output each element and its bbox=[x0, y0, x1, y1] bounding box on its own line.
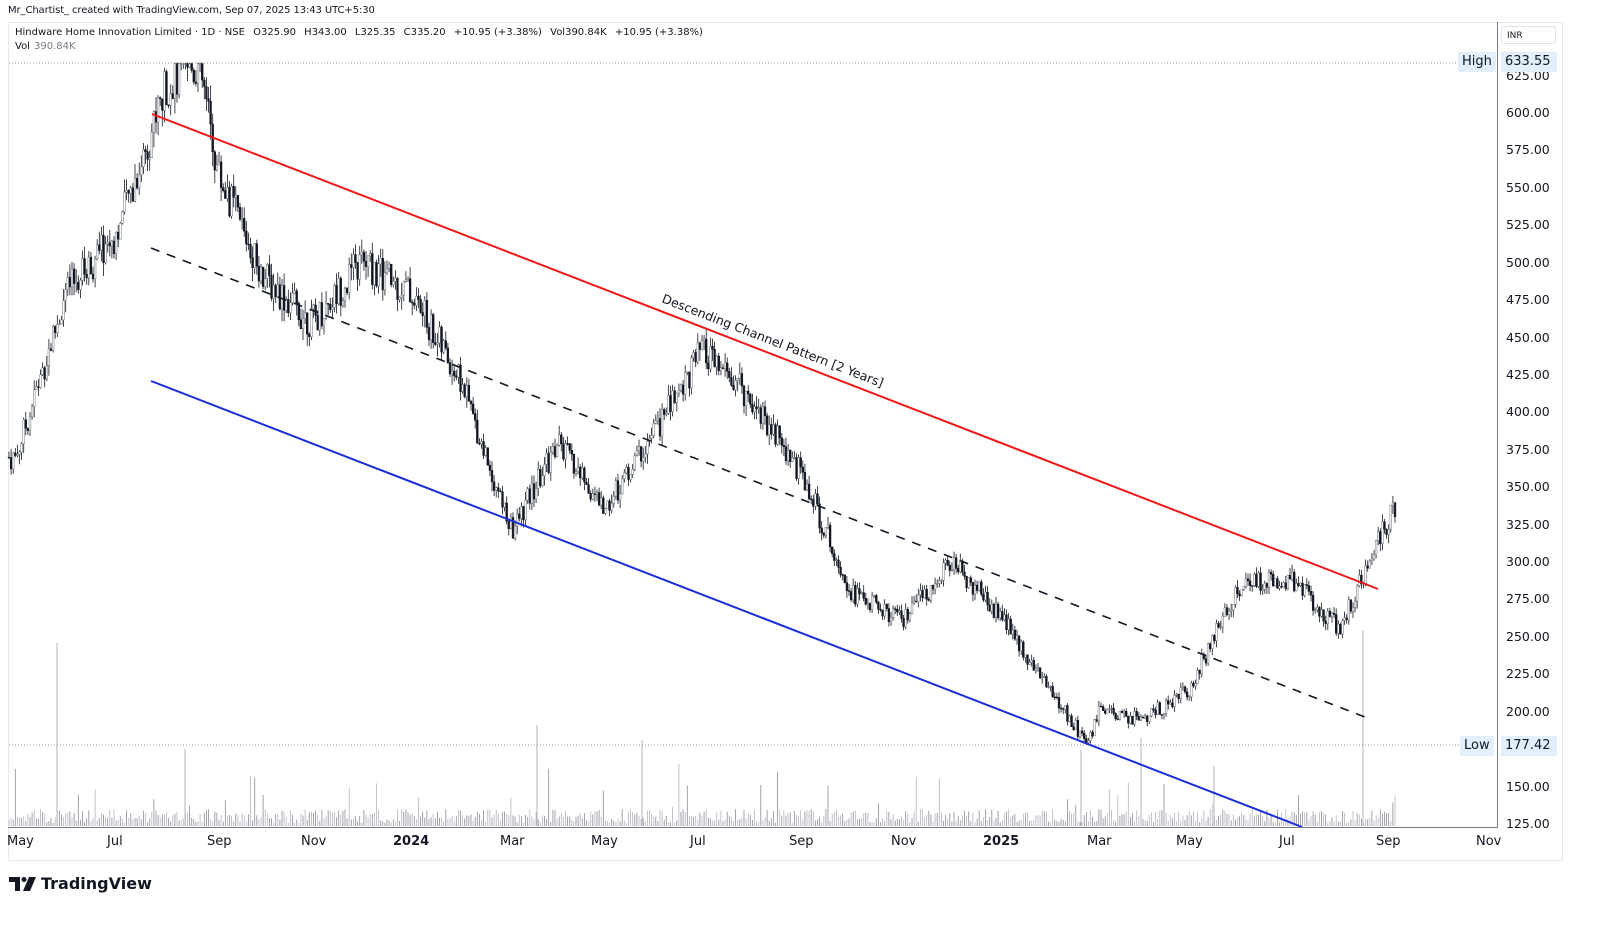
time-tick: May bbox=[1176, 834, 1203, 849]
price-tick: 325.00 bbox=[1506, 516, 1550, 532]
price-tick: 550.00 bbox=[1506, 179, 1550, 195]
tradingview-logo[interactable]: TradingView bbox=[9, 874, 152, 893]
price-tick: 475.00 bbox=[1506, 292, 1550, 308]
mid-channel-dashed-line[interactable] bbox=[150, 247, 1371, 720]
time-tick: Jul bbox=[1279, 834, 1295, 849]
price-tick: 150.00 bbox=[1506, 778, 1550, 794]
high-marker-value: 633.55 bbox=[1501, 52, 1557, 72]
currency-label[interactable]: INR bbox=[1501, 26, 1556, 44]
tradingview-logo-text: TradingView bbox=[41, 874, 152, 893]
volume-bars bbox=[8, 630, 1396, 826]
time-tick: 2024 bbox=[393, 834, 430, 849]
ohlc-close: C335.20 bbox=[403, 27, 446, 38]
volume-label[interactable]: Vol bbox=[15, 41, 30, 52]
price-change-2: +10.95 (+3.38%) bbox=[614, 27, 703, 38]
upper-channel-line[interactable] bbox=[151, 113, 1379, 590]
price-tick: 525.00 bbox=[1506, 217, 1550, 233]
price-tick: 600.00 bbox=[1506, 105, 1550, 120]
price-tick: 450.00 bbox=[1506, 329, 1550, 345]
ohlc-low: L325.35 bbox=[354, 27, 396, 38]
time-tick: Sep bbox=[1376, 834, 1401, 849]
price-tick: 250.00 bbox=[1506, 628, 1550, 644]
price-tick: 200.00 bbox=[1506, 703, 1550, 719]
price-axis[interactable] bbox=[1497, 22, 1562, 827]
time-tick: Nov bbox=[891, 834, 917, 849]
symbol-name[interactable]: Hindware Home Innovation Limited · 1D · … bbox=[15, 27, 245, 38]
channel-annotation-text[interactable]: Descending Channel Pattern [2 Years] bbox=[660, 291, 886, 390]
chart-credit: Mr_Chartist_ created with TradingView.co… bbox=[8, 5, 375, 16]
time-tick: Nov bbox=[1476, 834, 1502, 849]
price-tick: 375.00 bbox=[1506, 441, 1550, 457]
tradingview-logo-icon bbox=[9, 876, 36, 891]
ohlc-high: H343.00 bbox=[304, 27, 347, 38]
time-tick: Jul bbox=[690, 834, 706, 849]
ohlc-open: O325.90 bbox=[253, 27, 296, 38]
time-tick: Sep bbox=[207, 834, 232, 849]
low-marker-label: Low bbox=[1460, 736, 1494, 756]
volume-value: 390.84K bbox=[33, 41, 76, 52]
price-tick: 275.00 bbox=[1506, 591, 1550, 607]
chart-frame bbox=[8, 22, 1563, 861]
high-marker-label: High bbox=[1458, 52, 1496, 72]
price-tick: 125.00 bbox=[1506, 815, 1550, 831]
time-tick: Mar bbox=[500, 834, 525, 849]
lower-channel-line[interactable] bbox=[150, 380, 1303, 828]
price-tick: 300.00 bbox=[1506, 554, 1550, 570]
time-tick: Mar bbox=[1087, 834, 1112, 849]
low-marker-value: 177.42 bbox=[1501, 736, 1557, 756]
price-tick: 400.00 bbox=[1506, 404, 1550, 420]
time-tick: May bbox=[591, 834, 618, 849]
symbol-legend: Hindware Home Innovation Limited · 1D · … bbox=[15, 27, 708, 38]
price-tick: 350.00 bbox=[1506, 479, 1550, 495]
time-tick: 2025 bbox=[983, 834, 1020, 849]
volume-legend: Vol 390.84K bbox=[15, 41, 76, 52]
time-tick: May bbox=[7, 834, 34, 849]
price-tick: 500.00 bbox=[1506, 254, 1550, 270]
price-tick: 225.00 bbox=[1506, 666, 1550, 682]
time-tick: Jul bbox=[107, 834, 123, 849]
price-tick: 575.00 bbox=[1506, 142, 1550, 158]
price-tick: 425.00 bbox=[1506, 366, 1550, 382]
candlestick-series bbox=[7, 62, 1397, 746]
time-axis-line bbox=[8, 827, 1498, 828]
time-tick: Sep bbox=[789, 834, 814, 849]
time-tick: Nov bbox=[301, 834, 327, 849]
price-change: +10.95 (+3.38%) bbox=[453, 27, 542, 38]
volume-inline: Vol390.84K bbox=[550, 27, 607, 38]
